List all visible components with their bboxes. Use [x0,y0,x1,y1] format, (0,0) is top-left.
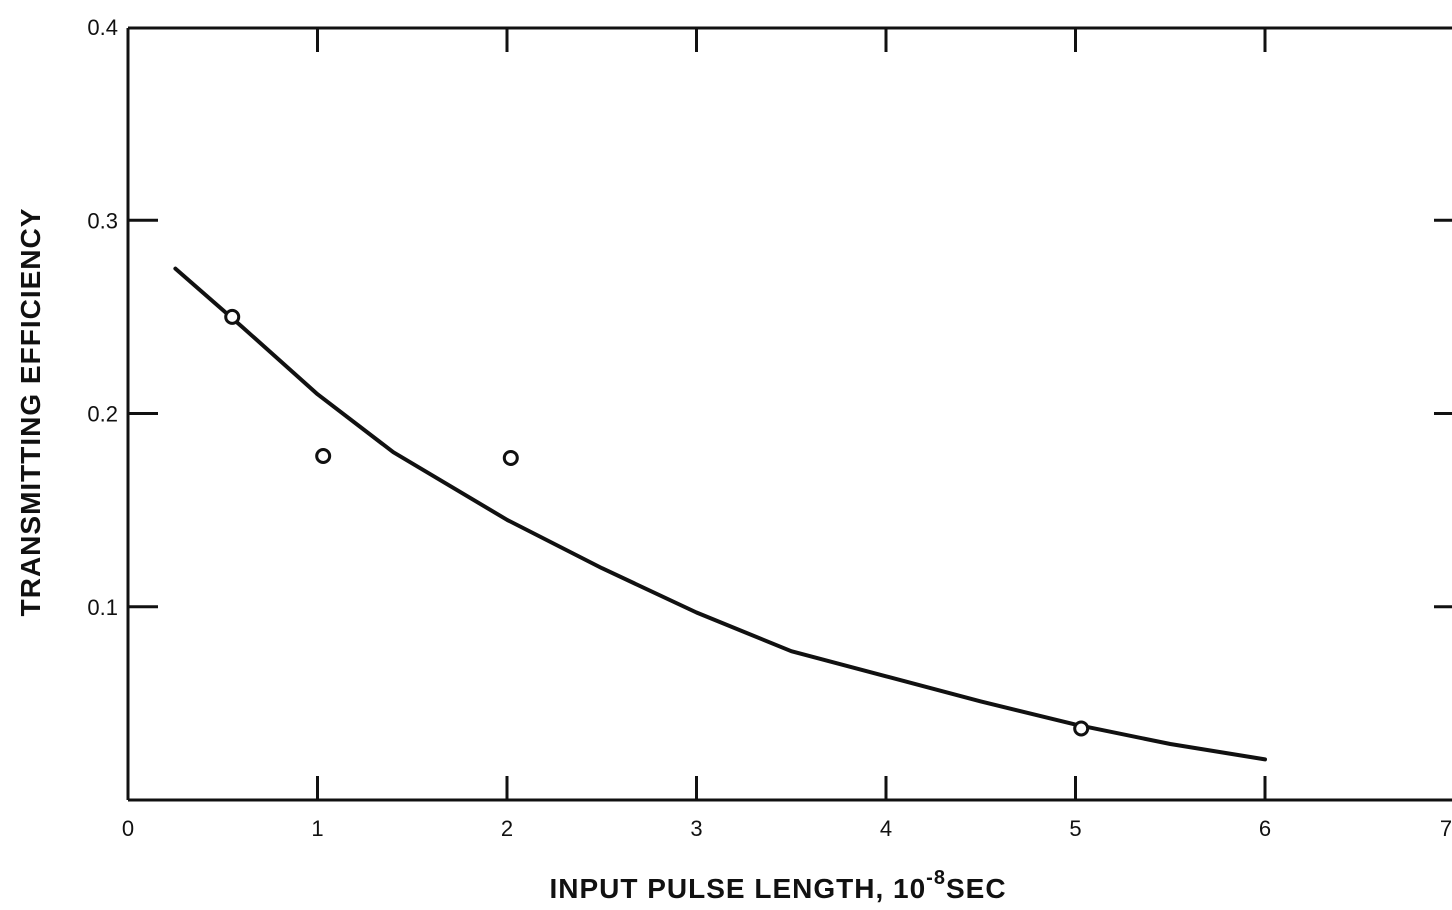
y-axis-title: TRANSMITTING EFFICIENCY [15,208,46,617]
y-tick-label: 0.3 [87,208,118,233]
data-point [502,449,519,466]
x-tick-label: 7 [1440,816,1452,841]
data-point [315,448,332,465]
x-tick-label: 4 [880,816,892,841]
x-axis-title: INPUT PULSE LENGTH, 10-8SEC [549,867,1006,904]
y-tick-label: 0.2 [87,402,118,427]
x-axis-title-unit: SEC [946,873,1007,904]
x-tick-label: 0 [122,816,134,841]
y-axis-ticks [128,218,1452,609]
fit-curve [173,266,1267,762]
x-tick-label: 6 [1259,816,1271,841]
plot-frame [126,26,1452,802]
y-tick-label: 0.1 [87,595,118,620]
x-axis-title-main: INPUT PULSE LENGTH, 10 [549,873,926,904]
x-tick-label: 3 [690,816,702,841]
data-point [1073,720,1090,737]
y-tick-label: 0.4 [87,15,118,40]
x-axis-ticks [316,28,1267,800]
data-point [224,308,241,325]
x-tick-label: 5 [1069,816,1081,841]
x-tick-label: 1 [311,816,323,841]
series-layer [173,266,1267,762]
x-tick-label: 2 [501,816,513,841]
x-axis-tick-labels: 0 1 2 3 4 5 6 7 [122,816,1452,841]
x-axis-title-exponent: -8 [926,867,946,889]
y-axis-tick-labels: 0.1 0.2 0.3 0.4 [87,15,118,620]
